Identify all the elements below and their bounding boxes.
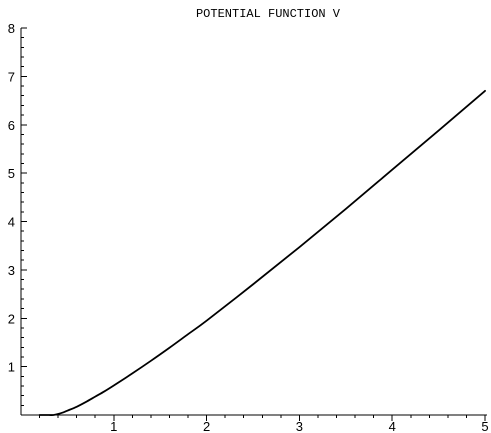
x-tick-label: 1: [110, 419, 117, 433]
y-tick-label: 5: [8, 166, 15, 181]
y-tick-label: 3: [8, 263, 15, 278]
tick-labels: 1 2 3 4 5 1 2 3 4 5 6 7 8: [8, 21, 489, 433]
y-tick-label: 6: [8, 118, 15, 133]
potential-curve: [38, 89, 486, 416]
x-tick-label: 4: [389, 419, 396, 433]
y-tick-label: 1: [8, 360, 15, 375]
x-tick-label: 3: [296, 419, 303, 433]
chart-title: POTENTIAL FUNCTION V: [196, 7, 341, 21]
axes: [20, 28, 487, 416]
y-tick-label: 2: [8, 311, 15, 326]
y-tick-label: 4: [8, 215, 15, 230]
y-tick-label: 8: [8, 21, 15, 36]
series-layer: [38, 89, 486, 416]
y-tick-label: 7: [8, 69, 15, 84]
x-tick-label: 5: [481, 419, 488, 433]
x-tick-label: 2: [203, 419, 210, 433]
ticks: [21, 27, 486, 421]
